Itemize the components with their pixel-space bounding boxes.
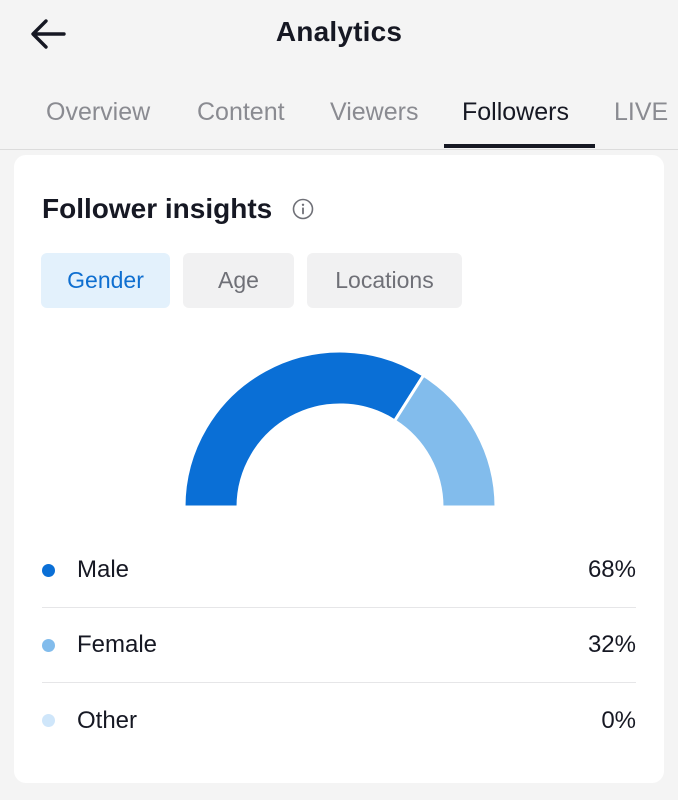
legend-dot-male — [42, 563, 55, 577]
tab-overview[interactable]: Overview — [46, 98, 151, 126]
tab-followers[interactable]: Followers — [462, 98, 569, 126]
legend-label-male: Male — [77, 556, 130, 583]
active-tab-indicator — [444, 144, 595, 148]
legend-label-other: Other — [77, 706, 138, 734]
chip-age[interactable]: Age — [183, 253, 294, 308]
info-icon[interactable] — [292, 198, 314, 220]
legend-row-female: Female 32% — [42, 608, 636, 683]
legend-label-female: Female — [77, 631, 158, 658]
chip-locations[interactable]: Locations — [307, 253, 462, 308]
tab-bar: Overview Content Viewers Followers LIVE — [0, 92, 678, 150]
legend-row-male: Male 68% — [42, 533, 636, 608]
tab-live[interactable]: LIVE — [614, 98, 669, 126]
section-title: Follower insights — [42, 193, 273, 224]
legend-dot-female — [42, 638, 55, 652]
legend-row-other: Other 0% — [42, 683, 636, 758]
legend-dot-other — [42, 714, 55, 727]
legend-value-other: 0% — [601, 706, 636, 734]
donut-segment-female — [392, 373, 496, 509]
header: Analytics Overview Content Viewers Follo… — [0, 0, 678, 150]
follower-insights-card: Follower insights Gender Age Locations M… — [14, 155, 664, 783]
arrow-left-icon — [31, 19, 66, 49]
tab-content[interactable]: Content — [197, 98, 285, 126]
legend-value-female: 32% — [587, 631, 636, 658]
gender-donut-chart — [184, 351, 496, 509]
tab-viewers[interactable]: Viewers — [330, 98, 419, 126]
page-title: Analytics — [275, 16, 403, 47]
back-button[interactable] — [26, 14, 70, 54]
chip-gender[interactable]: Gender — [41, 253, 170, 308]
donut-segment-male — [184, 351, 426, 509]
legend-value-male: 68% — [587, 556, 636, 583]
